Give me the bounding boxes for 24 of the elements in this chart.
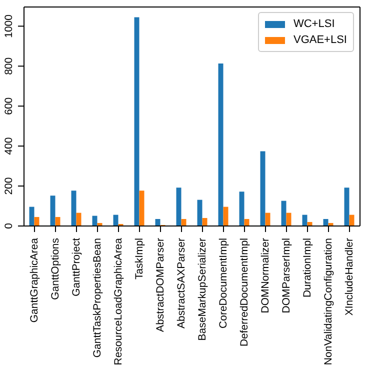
x-tick-label: DOMNormalizer [260, 238, 272, 314]
y-tick-label: 0 [3, 222, 15, 229]
x-tick-label: ResourceLoadGraphicArea [112, 238, 124, 366]
y-tick-label: 1000 [3, 14, 15, 38]
y-tick-label: 400 [3, 137, 15, 155]
legend-label: VGAE+LSI [293, 33, 347, 48]
x-tick-label: DeferredDocumentImpl [238, 238, 250, 347]
x-tick-label: XIncludeHandler [344, 238, 356, 316]
x-tick-label: AbstractSAXParser [176, 238, 188, 328]
y-tick-label: 800 [3, 57, 15, 75]
x-tick-label: BaseMarkupSerializer [196, 238, 208, 341]
y-tick-label: 200 [3, 177, 15, 195]
x-tick-label: TaskImpl [134, 238, 146, 280]
x-tick-label: GanttTaskPropertiesBean [92, 238, 104, 358]
x-tick-label: DurationImpl [302, 238, 314, 298]
x-tick-label: NonValidatingConfiguration [322, 238, 334, 366]
legend-label: WC+LSI [293, 17, 335, 32]
x-tick-label: GanttOptions [50, 238, 62, 300]
x-tick-label: DOMParserImpl [280, 238, 292, 314]
y-tick-label: 600 [3, 97, 15, 115]
x-tick-label: CoreDocumentImpl [218, 238, 230, 328]
x-tick-label: GanttGraphicArea [28, 238, 40, 323]
x-tick-label: GanttProject [70, 238, 82, 296]
x-tick-label: AbstractDOMParser [154, 238, 166, 332]
